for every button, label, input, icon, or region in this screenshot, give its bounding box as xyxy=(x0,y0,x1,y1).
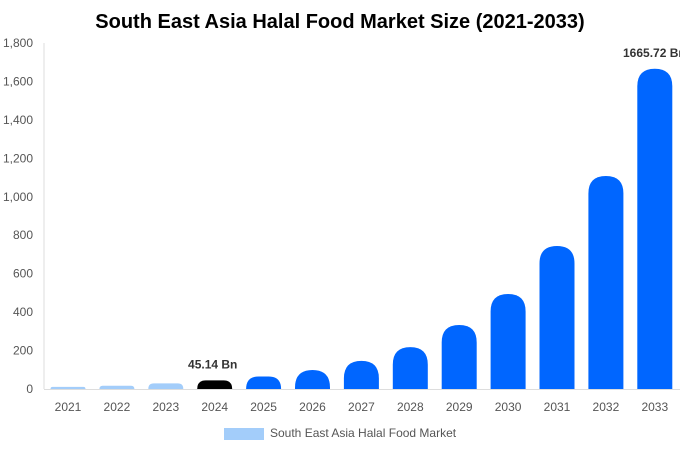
legend-label: South East Asia Halal Food Market xyxy=(270,426,457,440)
x-tick-label: 2022 xyxy=(104,400,131,414)
y-tick-label: 1,800 xyxy=(3,36,33,50)
x-tick-label: 2028 xyxy=(397,400,424,414)
bar-2028[interactable] xyxy=(392,347,428,389)
y-tick-label: 600 xyxy=(13,267,33,281)
x-tick-label: 2032 xyxy=(593,400,620,414)
bar-2030[interactable] xyxy=(490,294,526,389)
y-tick-label: 1,200 xyxy=(3,151,33,165)
data-label: 1665.72 Bn xyxy=(623,46,680,60)
data-label: 45.14 Bn xyxy=(188,357,237,371)
x-tick-label: 2030 xyxy=(495,400,522,414)
chart-title: South East Asia Halal Food Market Size (… xyxy=(95,11,584,33)
y-tick-label: 1,000 xyxy=(3,190,33,204)
y-tick-label: 1,400 xyxy=(3,113,33,127)
x-tick-label: 2026 xyxy=(299,400,326,414)
y-tick-label: 400 xyxy=(13,305,33,319)
x-tick-label: 2025 xyxy=(250,400,277,414)
bar-2021[interactable] xyxy=(50,386,86,389)
legend-swatch xyxy=(224,428,264,440)
y-tick-label: 200 xyxy=(13,344,33,358)
y-tick-label: 800 xyxy=(13,228,33,242)
bar-2022[interactable] xyxy=(99,385,135,389)
bar-2025[interactable] xyxy=(246,376,282,389)
bar-2033[interactable] xyxy=(637,68,673,390)
legend[interactable]: South East Asia Halal Food Market xyxy=(224,426,457,440)
x-tick-label: 2031 xyxy=(544,400,571,414)
x-tick-label: 2023 xyxy=(152,400,179,414)
x-tick-label: 2024 xyxy=(201,400,228,414)
x-tick-label: 2033 xyxy=(641,400,668,414)
x-tick-label: 2029 xyxy=(446,400,473,414)
bar-2031[interactable] xyxy=(539,245,575,389)
x-tick-label: 2021 xyxy=(55,400,82,414)
y-tick-label: 1,600 xyxy=(3,74,33,88)
x-tick-label: 2027 xyxy=(348,400,375,414)
bar-2026[interactable] xyxy=(295,369,330,389)
bar-2032[interactable] xyxy=(588,176,624,389)
y-tick-label: 0 xyxy=(26,382,33,396)
bar-2029[interactable] xyxy=(441,324,477,389)
bar-2027[interactable] xyxy=(343,360,379,389)
bar-2024[interactable] xyxy=(197,380,233,389)
bar-2023[interactable] xyxy=(148,383,184,389)
